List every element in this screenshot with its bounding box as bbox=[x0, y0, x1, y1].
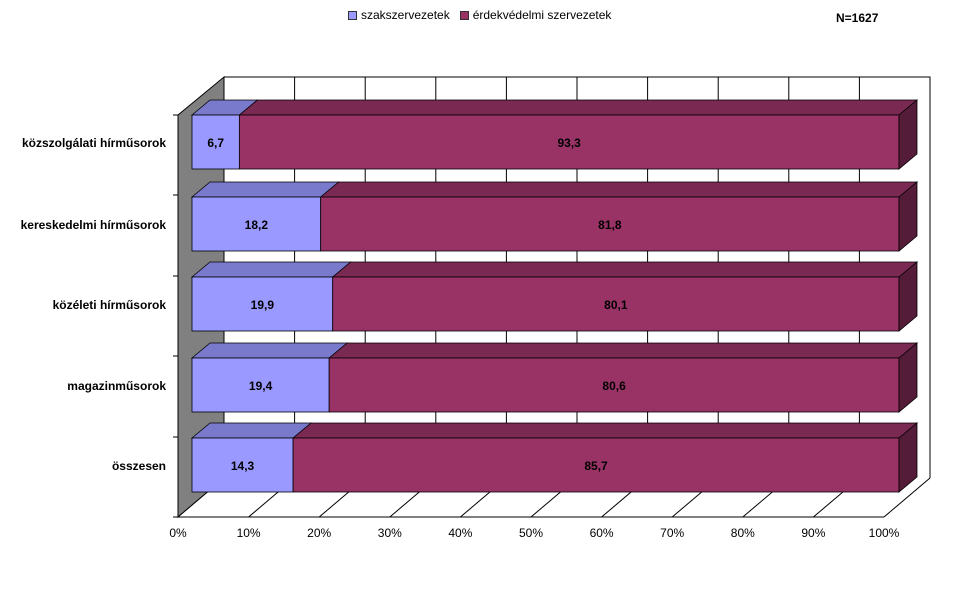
category-label: kereskedelmi hírműsorok bbox=[21, 218, 167, 232]
bar-segment bbox=[328, 357, 900, 413]
data-label: 81,8 bbox=[598, 218, 622, 232]
bar-top-face bbox=[291, 422, 919, 439]
x-tick-label: 10% bbox=[237, 526, 261, 540]
bar-top-face bbox=[238, 99, 919, 116]
data-label: 19,4 bbox=[249, 379, 273, 393]
bar-segment bbox=[320, 196, 900, 252]
legend-item-erdekvedelmi: érdekvédelmi szervezetek bbox=[459, 8, 612, 22]
legend: szakszervezetek érdekvédelmi szervezetek bbox=[348, 8, 621, 22]
data-label: 93,3 bbox=[558, 136, 582, 150]
bar-top-face bbox=[190, 342, 349, 359]
x-tick-label: 100% bbox=[869, 526, 900, 540]
data-label: 80,1 bbox=[604, 298, 628, 312]
gridline-floor bbox=[883, 477, 931, 518]
bar-top-face bbox=[319, 181, 919, 198]
category-label: magazinműsorok bbox=[67, 379, 166, 393]
bar-top-face bbox=[328, 342, 919, 359]
x-tick-label: 0% bbox=[169, 526, 187, 540]
bar-side-face bbox=[898, 99, 918, 170]
data-label: 80,6 bbox=[602, 379, 626, 393]
category-label: összesen bbox=[112, 459, 166, 473]
legend-swatch-erdekvedelmi bbox=[459, 10, 469, 20]
bar-top-face bbox=[190, 422, 313, 439]
x-tick-label: 40% bbox=[448, 526, 472, 540]
bar-top-face bbox=[190, 181, 340, 198]
data-label: 85,7 bbox=[584, 459, 608, 473]
data-label: 19,9 bbox=[251, 298, 275, 312]
bar-top-face bbox=[190, 261, 352, 278]
legend-swatch-szakszervezetek bbox=[348, 10, 357, 20]
x-tick-label: 90% bbox=[801, 526, 825, 540]
sample-size-note: N=1627 bbox=[836, 11, 879, 25]
bar-segment bbox=[191, 357, 330, 413]
x-tick-label: 60% bbox=[590, 526, 614, 540]
bar-segment bbox=[332, 276, 900, 332]
bar-segment bbox=[238, 114, 900, 170]
x-tick-label: 30% bbox=[378, 526, 402, 540]
bar-top-face bbox=[331, 261, 919, 278]
bar-segment bbox=[191, 114, 240, 170]
x-tick-label: 80% bbox=[731, 526, 755, 540]
data-label: 18,2 bbox=[245, 218, 269, 232]
bar-segment bbox=[191, 437, 294, 493]
bar-side-face bbox=[898, 261, 918, 332]
legend-label-szakszervezetek: szakszervezetek bbox=[361, 8, 450, 22]
legend-item-szakszervezetek: szakszervezetek bbox=[348, 8, 450, 22]
category-label: közszolgálati hírműsorok bbox=[22, 136, 166, 150]
legend-label-erdekvedelmi: érdekvédelmi szervezetek bbox=[472, 8, 612, 22]
category-label: közéleti hírműsorok bbox=[53, 298, 167, 312]
bar-side-face bbox=[898, 422, 918, 493]
bar-side-face bbox=[898, 181, 918, 252]
x-tick-label: 70% bbox=[660, 526, 684, 540]
data-label: 6,7 bbox=[207, 136, 224, 150]
x-tick-label: 50% bbox=[519, 526, 543, 540]
x-tick-label: 20% bbox=[307, 526, 331, 540]
bar-segment bbox=[191, 276, 334, 332]
bar-segment bbox=[292, 437, 900, 493]
bar-side-face bbox=[898, 342, 918, 413]
data-label: 14,3 bbox=[231, 459, 255, 473]
